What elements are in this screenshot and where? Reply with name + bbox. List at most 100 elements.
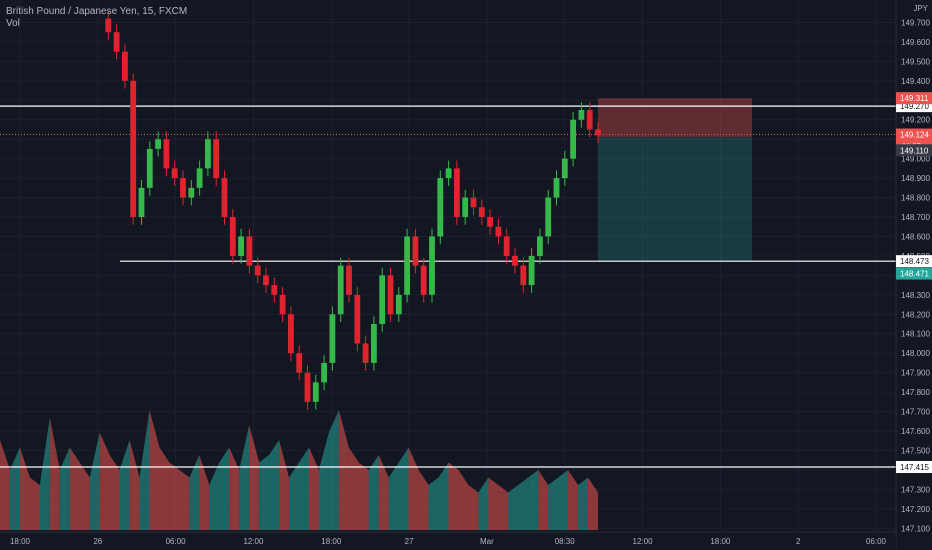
volume-segment bbox=[299, 447, 309, 530]
price-tick-label: 148.000 bbox=[901, 349, 930, 358]
candle-body bbox=[487, 217, 494, 227]
entry-price-badge-background bbox=[896, 144, 932, 157]
candle-body bbox=[329, 314, 336, 363]
take-profit-zone bbox=[598, 137, 752, 262]
volume-segment bbox=[39, 417, 50, 530]
candle-body bbox=[238, 236, 245, 256]
candle-body bbox=[196, 168, 203, 188]
volume-segment bbox=[9, 447, 20, 530]
price-tick-label: 149.600 bbox=[901, 38, 930, 47]
candle-body bbox=[337, 265, 344, 315]
candle-body bbox=[171, 168, 178, 179]
price-tick-label: 147.300 bbox=[901, 485, 930, 494]
symbol-title[interactable]: British Pound / Japanese Yen, 15, FXCM bbox=[6, 6, 188, 17]
price-tick-label: 148.700 bbox=[901, 213, 930, 222]
candle-body bbox=[121, 51, 128, 81]
volume-segment bbox=[418, 470, 429, 530]
price-tick-label: 148.800 bbox=[901, 194, 930, 203]
volume-segment bbox=[488, 477, 499, 530]
volume-indicator-label[interactable]: Vol bbox=[6, 18, 20, 29]
time-tick-label: 27 bbox=[405, 537, 414, 546]
short-position-tool[interactable] bbox=[0, 98, 896, 262]
candle-body bbox=[213, 139, 220, 179]
candle-body bbox=[321, 362, 328, 383]
target-price-badge-background bbox=[896, 267, 932, 280]
volume-segment bbox=[348, 447, 359, 530]
volume-segment bbox=[99, 432, 110, 530]
volume-segment bbox=[179, 470, 190, 530]
volume-segment bbox=[388, 462, 399, 530]
time-tick-label: 12:00 bbox=[243, 537, 264, 546]
candle-body bbox=[130, 80, 137, 218]
volume-segment bbox=[448, 462, 459, 530]
volume-segment bbox=[209, 462, 220, 530]
candle-body bbox=[561, 158, 568, 179]
candle-body bbox=[595, 129, 601, 136]
volume-segment bbox=[169, 462, 180, 530]
volume-segment bbox=[378, 455, 389, 530]
time-tick-label: 08:30 bbox=[555, 537, 576, 546]
candle-body bbox=[586, 110, 593, 130]
volume-segment bbox=[358, 462, 369, 530]
horizontal-line-badge bbox=[896, 255, 932, 268]
candle-body bbox=[113, 32, 120, 52]
candle-body bbox=[346, 265, 352, 295]
price-tick-label: 149.500 bbox=[901, 57, 930, 66]
candle-body bbox=[146, 148, 153, 188]
price-tick-label: 147.100 bbox=[901, 524, 930, 533]
last-price-badge: 149.124 bbox=[900, 131, 929, 140]
volume-segment bbox=[259, 455, 270, 530]
volume-segment bbox=[29, 477, 40, 530]
volume-segment bbox=[318, 432, 329, 530]
time-tick-label: 26 bbox=[93, 537, 102, 546]
candle-body bbox=[495, 226, 502, 237]
stop-loss-zone bbox=[598, 98, 752, 138]
candle-body bbox=[445, 168, 452, 179]
volume-segment bbox=[199, 455, 210, 530]
candle-body bbox=[404, 236, 411, 295]
volume-segment bbox=[328, 410, 339, 530]
time-axis-background bbox=[0, 532, 896, 550]
candle-body bbox=[304, 372, 311, 402]
volume-segment bbox=[368, 455, 379, 530]
volume-segment bbox=[508, 485, 519, 530]
candlesticks bbox=[105, 10, 601, 410]
volume-segment bbox=[588, 477, 598, 530]
horizontal-line-badge bbox=[896, 460, 932, 473]
time-tick-label: 18:00 bbox=[710, 537, 731, 546]
volume-segment bbox=[478, 477, 489, 530]
candle-body bbox=[578, 110, 585, 120]
price-badges: 149.270148.473147.415149.311149.12406:57… bbox=[896, 92, 932, 473]
candle-body bbox=[246, 236, 253, 266]
stop-price-badge-background bbox=[896, 92, 932, 105]
volume-segment bbox=[159, 447, 170, 530]
candle-body bbox=[536, 236, 543, 256]
price-tick-label: 147.200 bbox=[901, 505, 930, 514]
candle-body bbox=[545, 197, 552, 237]
volume-segment bbox=[528, 470, 539, 530]
price-tick-label: 148.900 bbox=[901, 174, 930, 183]
volume-segment bbox=[498, 485, 509, 530]
time-axis[interactable]: 18:00 26 06:00 12:00 18:00 27 Mar 08:30 12:00 18:… bbox=[0, 531, 896, 550]
volume-segment bbox=[269, 440, 280, 530]
candle-body bbox=[520, 265, 527, 286]
volume-segment bbox=[458, 470, 469, 530]
volume-segment bbox=[338, 410, 349, 530]
candle-body bbox=[512, 255, 518, 266]
candle-body bbox=[470, 197, 477, 208]
candle-body bbox=[453, 168, 460, 218]
volume-segment bbox=[139, 410, 150, 530]
price-tick-label: 149.200 bbox=[901, 116, 930, 125]
price-tick-label: 147.700 bbox=[901, 408, 930, 417]
currency-label: JPY bbox=[913, 4, 928, 13]
volume-segment bbox=[189, 455, 200, 530]
time-tick-label: 12:00 bbox=[633, 537, 654, 546]
price-tick-label: 147.500 bbox=[901, 446, 930, 455]
chart-grid bbox=[0, 0, 896, 532]
volume-segment bbox=[109, 455, 120, 530]
candle-body bbox=[420, 265, 427, 295]
horizontal-line-price: 147.415 bbox=[900, 463, 929, 472]
price-tick-label: 147.600 bbox=[901, 427, 930, 436]
time-tick-label: 06:00 bbox=[866, 537, 887, 546]
